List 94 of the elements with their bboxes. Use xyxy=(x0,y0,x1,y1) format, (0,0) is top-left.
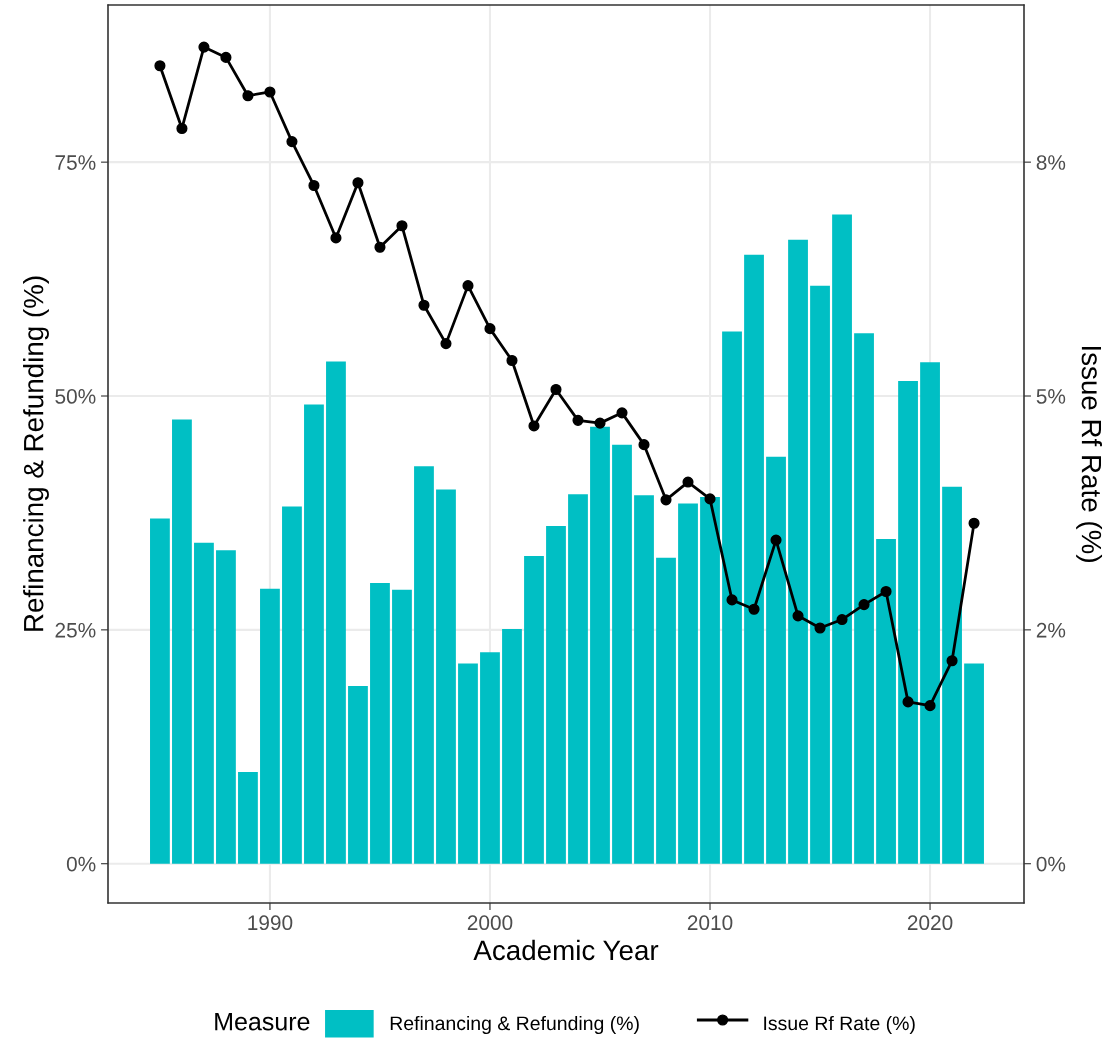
y-tick-label: 25% xyxy=(55,622,96,638)
bar xyxy=(458,663,478,864)
bar xyxy=(348,685,368,864)
bar xyxy=(700,497,720,864)
point xyxy=(682,476,694,488)
point xyxy=(660,494,672,506)
bar xyxy=(942,486,962,864)
point xyxy=(638,439,650,451)
point xyxy=(396,220,408,232)
bar xyxy=(172,419,192,864)
y2-tick-label: 8% xyxy=(1036,155,1066,170)
point xyxy=(792,610,804,622)
point xyxy=(748,603,760,615)
point xyxy=(264,86,276,98)
point xyxy=(968,517,980,529)
bar xyxy=(590,426,610,864)
y2-axis-title: Issue Rf Rate (%) xyxy=(1076,346,1103,562)
bar xyxy=(502,628,522,864)
bar xyxy=(260,588,280,864)
bar xyxy=(920,362,940,864)
point xyxy=(462,280,474,292)
point xyxy=(858,599,870,611)
legend-label: Refinancing & Refunding (%) xyxy=(390,1015,639,1035)
bar xyxy=(832,214,852,864)
bar xyxy=(370,583,390,864)
bar xyxy=(414,466,434,864)
bar xyxy=(854,333,874,864)
bar xyxy=(898,381,918,864)
bar xyxy=(546,526,566,864)
y2-tick-label: 5% xyxy=(1036,389,1066,404)
point xyxy=(176,122,188,135)
y-tick-label: 0% xyxy=(66,856,96,872)
bar xyxy=(766,456,786,864)
point xyxy=(814,622,826,634)
point xyxy=(242,90,254,102)
bar xyxy=(612,444,632,864)
bar xyxy=(634,495,654,864)
point xyxy=(220,51,232,63)
point xyxy=(506,354,518,367)
bar xyxy=(238,772,258,864)
point xyxy=(528,420,540,432)
point xyxy=(550,383,562,396)
legend-title: Measure xyxy=(215,1013,310,1031)
bar xyxy=(436,489,456,864)
y2-tick-label: 2% xyxy=(1036,622,1066,638)
x-tick-label: 2020 xyxy=(907,915,953,931)
y-tick-label: 75% xyxy=(55,155,96,170)
point xyxy=(704,493,716,505)
point xyxy=(374,241,386,253)
point xyxy=(286,136,298,148)
point xyxy=(946,655,958,667)
bar xyxy=(678,503,698,864)
bar xyxy=(568,494,588,864)
bar xyxy=(744,254,764,864)
bar xyxy=(392,589,412,864)
point xyxy=(594,417,606,429)
bar xyxy=(194,542,214,864)
point xyxy=(154,60,166,72)
point xyxy=(440,338,452,350)
y-tick-label: 50% xyxy=(55,389,96,404)
bar xyxy=(326,361,346,864)
bar xyxy=(876,539,896,864)
bar xyxy=(150,518,170,864)
x-axis-title: Academic Year xyxy=(473,939,659,961)
bar xyxy=(304,404,324,864)
point xyxy=(484,323,496,335)
point xyxy=(418,299,430,311)
point xyxy=(770,534,782,546)
point xyxy=(902,696,914,708)
bar xyxy=(788,239,808,864)
bar xyxy=(656,557,676,864)
bar xyxy=(810,285,830,864)
bar xyxy=(722,331,742,864)
point xyxy=(924,700,936,712)
bar xyxy=(524,555,544,864)
y2-tick-label: 0% xyxy=(1036,856,1066,872)
legend-label: Issue Rf Rate (%) xyxy=(764,1015,915,1035)
point xyxy=(880,585,892,598)
x-tick-label: 2010 xyxy=(687,915,733,931)
x-tick-label: 2000 xyxy=(467,915,513,931)
point xyxy=(616,407,628,419)
y-axis-title: Refinancing & Refunding (%) xyxy=(23,276,49,631)
point xyxy=(308,179,320,192)
point xyxy=(572,414,584,426)
point xyxy=(352,177,364,189)
point xyxy=(198,41,210,53)
bar xyxy=(216,550,236,864)
bar xyxy=(964,663,984,864)
bar xyxy=(480,652,500,864)
point xyxy=(726,594,738,606)
point xyxy=(836,614,848,626)
x-tick-label: 1990 xyxy=(248,915,293,931)
point xyxy=(330,232,342,244)
bar xyxy=(282,506,302,864)
